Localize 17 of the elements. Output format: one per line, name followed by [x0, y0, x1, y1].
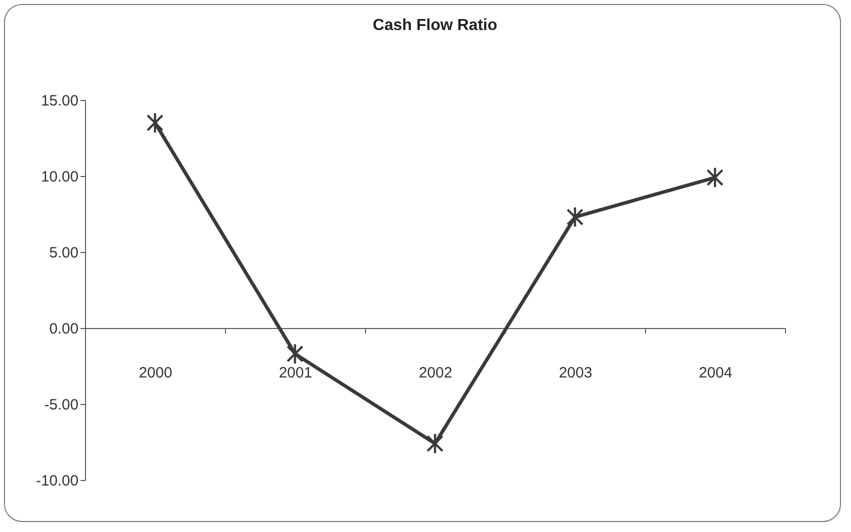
x-tick-label: 2000 — [138, 364, 172, 382]
y-tick-label: -5.00 — [44, 396, 78, 414]
point — [566, 206, 584, 228]
y-tick-label: -10.00 — [36, 472, 78, 490]
point — [706, 166, 724, 188]
x-tick-label: 2004 — [698, 364, 732, 382]
y-tick-label: 15.00 — [40, 92, 78, 110]
x-tick-label: 2001 — [278, 364, 312, 382]
point — [146, 112, 164, 134]
point — [286, 343, 304, 365]
x-tick-label: 2002 — [418, 364, 452, 382]
x-tick-label: 2003 — [558, 364, 592, 382]
point — [426, 432, 444, 454]
y-tick-label: 10.00 — [40, 168, 78, 186]
y-tick-label: 0.00 — [49, 320, 78, 338]
chart-title: Cash Flow Ratio — [372, 17, 498, 34]
y-tick-label: 5.00 — [49, 244, 78, 262]
